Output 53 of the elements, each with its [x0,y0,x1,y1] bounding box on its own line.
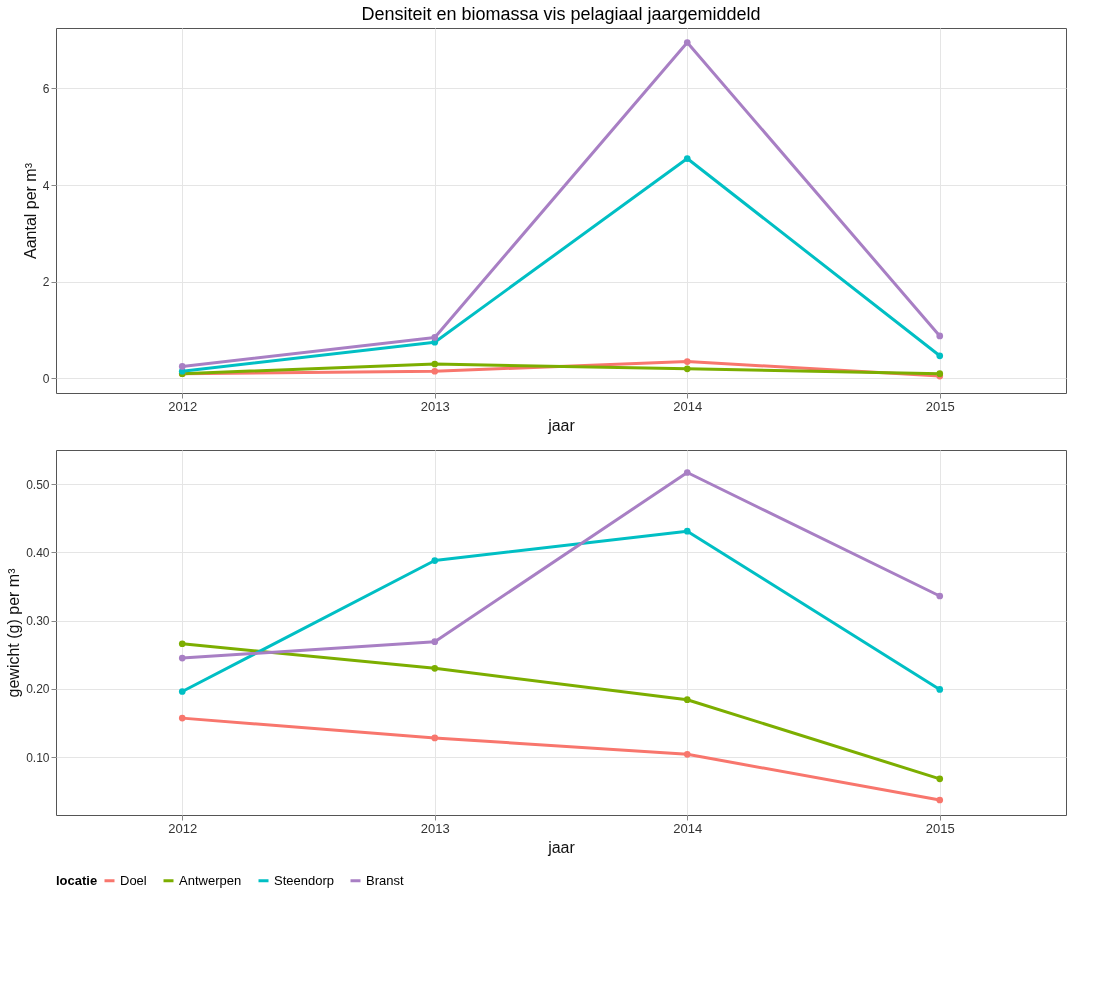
point [683,358,691,365]
y-tick-label: 0 [42,372,50,386]
point [178,714,186,722]
x-axis-title: jaar [547,416,576,434]
x-tick-label: 2013 [420,820,450,836]
y-tick-label: 2 [42,275,50,290]
x-tick-label: 2013 [420,398,450,414]
point [178,688,186,695]
point [431,557,439,564]
point [431,367,439,375]
point [431,664,439,672]
legend-label: Steendorp [274,872,334,888]
legend-label: Branst [366,872,404,888]
point [683,39,691,46]
x-tick-label: 2015 [925,398,955,414]
y-tick-label: 0.30 [26,614,50,629]
x-tick-label: 2012 [168,820,198,836]
y-tick-label: 6 [42,81,50,96]
y-tick-label: 4 [42,178,50,193]
point [936,332,944,340]
point [431,334,439,341]
y-axis-title: gewicht (g) per m³ [5,567,23,698]
point [683,365,691,373]
point [936,775,944,783]
legend-title: locatie [56,873,98,888]
x-tick-label: 2014 [673,398,703,414]
point [683,750,691,758]
point [683,527,691,535]
y-tick-label: 0.40 [26,545,50,560]
point [936,592,944,600]
y-tick-label: 0.10 [26,750,50,765]
point [178,640,186,648]
point [178,654,186,662]
chart-title: Densiteit en biomassa vis pelagiaal jaargemiddeld [361,4,761,24]
point [936,352,944,360]
point [178,363,186,370]
legend-label: Antwerpen [179,872,242,888]
point [431,638,439,646]
legend-label: Doel [120,872,147,888]
point [936,796,944,804]
point [936,686,944,693]
y-tick-label: 0.20 [26,682,50,697]
point [683,155,691,162]
y-tick-label: 0.50 [26,477,50,492]
x-axis-title: jaar [547,838,576,856]
y-axis-title: Aantal per m³ [21,162,39,260]
x-tick-label: 2015 [925,820,955,836]
point [431,734,439,742]
x-tick-label: 2012 [168,398,198,414]
point [683,696,691,704]
point [431,360,439,368]
point [683,469,691,476]
x-tick-label: 2014 [673,820,703,836]
